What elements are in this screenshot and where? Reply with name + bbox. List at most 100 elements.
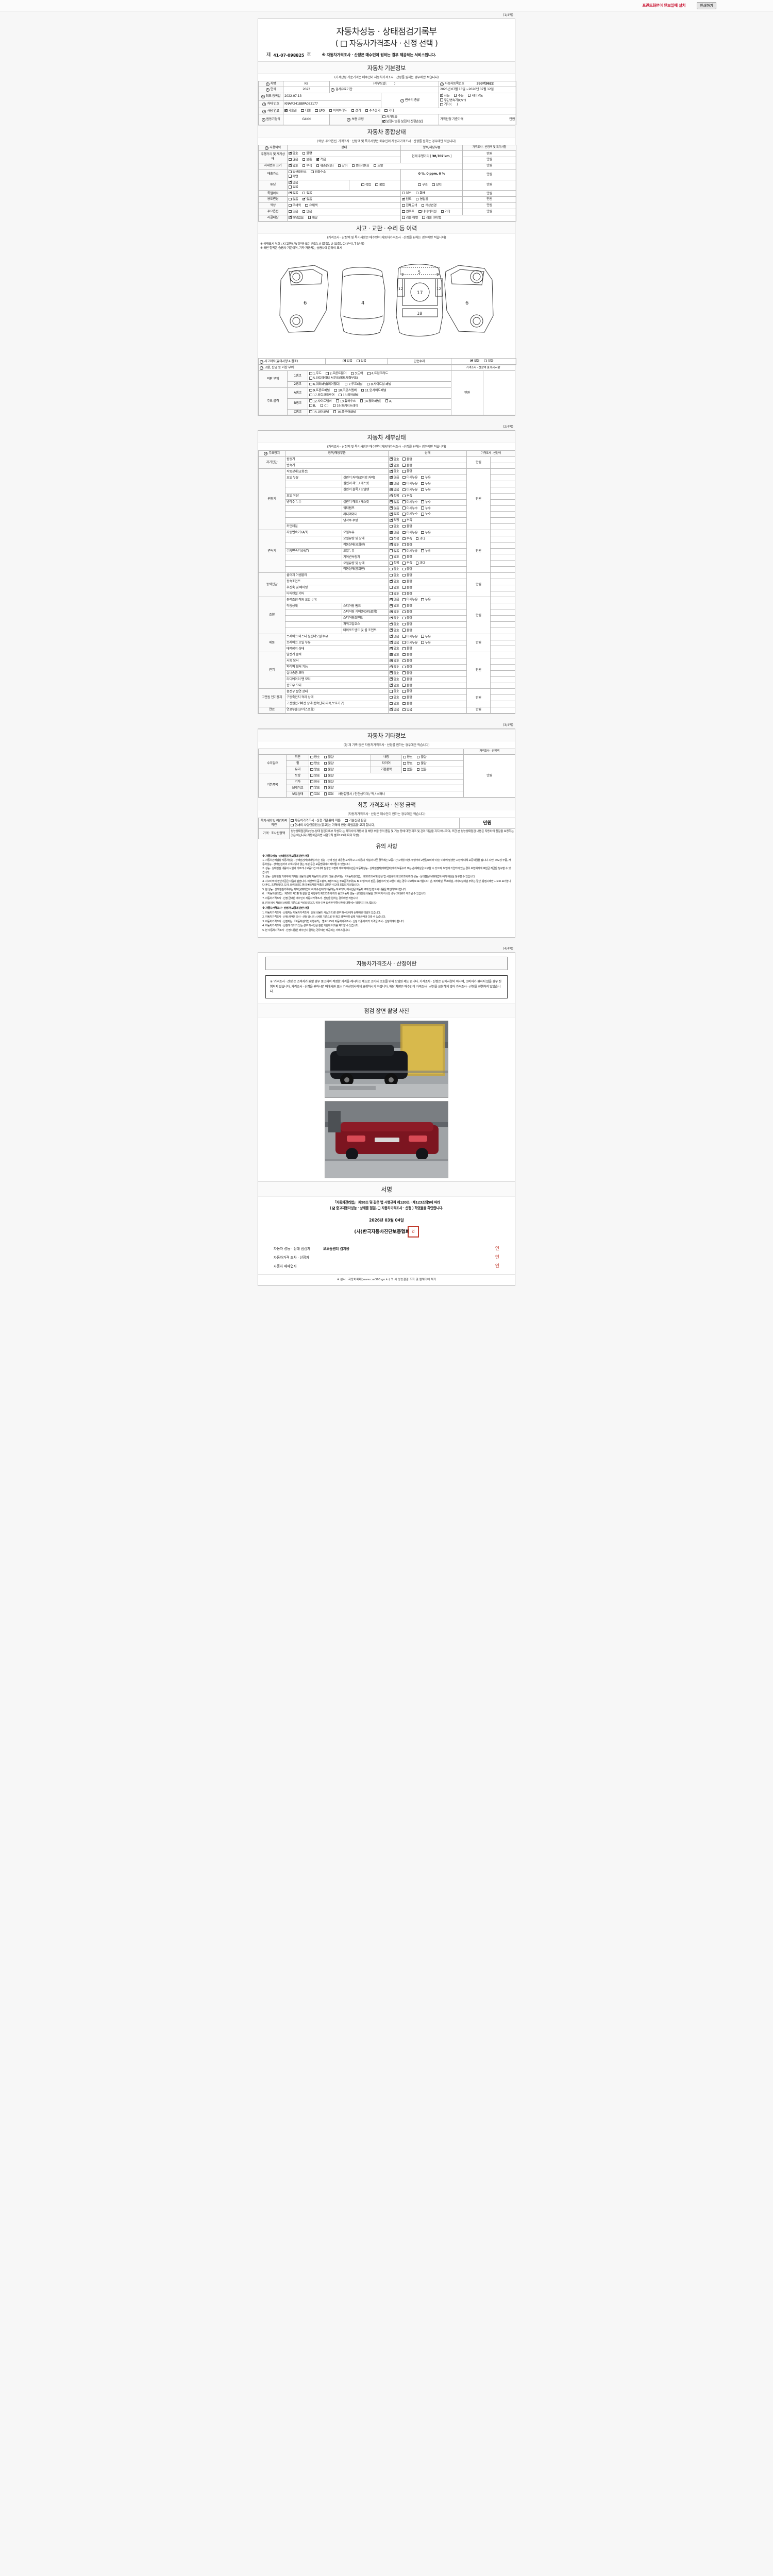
mileage-good[interactable]: 양호	[289, 151, 298, 156]
part-14-pillar-panel[interactable]: 14.필러패널(	[360, 399, 381, 404]
checkbox-icon[interactable]	[390, 549, 393, 552]
signature-check-inspect[interactable]	[332, 1206, 335, 1211]
vin-good[interactable]: 양호	[289, 163, 298, 168]
checkbox-icon[interactable]	[415, 537, 419, 540]
detail-option-0[interactable]: 없음	[390, 475, 399, 480]
final-opt-2[interactable]: 현재의 차량인증정보(중고)는 가격에 반영 되었음을 고지 합니다.	[291, 823, 375, 828]
checkbox-icon[interactable]	[402, 671, 406, 674]
signature-check-price[interactable]	[377, 1207, 381, 1210]
checkbox-icon[interactable]	[421, 641, 424, 644]
emission-co[interactable]: 일산화탄소	[289, 170, 307, 175]
checkbox-icon[interactable]	[402, 457, 406, 461]
checkbox-icon[interactable]	[421, 482, 424, 485]
detail-option-1[interactable]: 미세누수	[402, 500, 418, 505]
outer-good[interactable]: 양호	[310, 755, 320, 760]
glass-bad[interactable]: 불량	[324, 768, 334, 772]
tuning-illegal[interactable]: 불법	[375, 183, 385, 188]
tuning-none[interactable]: 없음	[289, 180, 298, 185]
checkbox-icon[interactable]	[390, 690, 393, 693]
accident-none[interactable]: 없음	[343, 359, 352, 364]
checkbox-icon[interactable]	[402, 494, 406, 498]
checkbox-icon[interactable]	[402, 549, 406, 552]
detail-option-1[interactable]: 미세누유	[402, 598, 418, 602]
part-6-quarter-panel[interactable]: 6.쿼터패널(리어휀다)	[309, 382, 340, 387]
checkbox-icon[interactable]	[390, 665, 393, 669]
checkbox-icon[interactable]	[402, 476, 406, 479]
checkbox-icon[interactable]	[390, 597, 393, 602]
part-3-door[interactable]: 3.도어	[350, 371, 363, 376]
detail-option-0[interactable]: 없음	[390, 512, 399, 517]
checkbox-icon[interactable]	[402, 519, 406, 522]
vin-damage[interactable]: 훼손(오손)	[316, 164, 334, 168]
detail-option-1[interactable]: 불량	[402, 671, 412, 676]
detail-option-2[interactable]: 누유	[421, 476, 431, 480]
detail-option-0[interactable]: 없음	[390, 707, 399, 713]
checkbox-icon[interactable]	[390, 518, 393, 522]
part-19-package-tray[interactable]: 19.패키지트레이	[332, 404, 358, 409]
checkbox-icon[interactable]	[402, 464, 406, 467]
usechange-yes[interactable]: 있음	[302, 197, 312, 202]
checkbox-icon[interactable]	[390, 505, 393, 510]
tuning-device[interactable]: 장치	[432, 183, 442, 188]
detail-option-0[interactable]: 양호	[390, 689, 399, 694]
part-14-pillar-b[interactable]: B,	[309, 404, 316, 409]
detail-option-0[interactable]: 양호	[390, 646, 399, 651]
color-chromatic[interactable]: 유채색	[305, 204, 317, 208]
checkbox-icon[interactable]	[402, 677, 406, 681]
detail-option-1[interactable]: 부족	[402, 537, 412, 541]
checkbox-icon[interactable]	[402, 470, 406, 473]
vin-different[interactable]: 상이	[338, 164, 348, 168]
detail-option-0[interactable]: 양호	[390, 665, 399, 670]
basic-item-none[interactable]: 없음	[403, 768, 413, 772]
detail-option-1[interactable]: 부족	[402, 494, 412, 499]
recall-applicable[interactable]: 해당	[308, 216, 317, 221]
color-fullpaint[interactable]: 전체도색	[402, 204, 417, 208]
detail-option-2[interactable]: 누유	[421, 549, 431, 554]
detail-option-0[interactable]: 없음	[390, 597, 399, 602]
vin-corrosion[interactable]: 부식	[302, 164, 312, 168]
checkbox-icon[interactable]	[390, 469, 393, 473]
checkbox-icon[interactable]	[390, 616, 393, 620]
detail-option-1[interactable]: 불량	[402, 524, 412, 529]
interior-bad[interactable]: 불량	[416, 755, 427, 760]
usechange-rent[interactable]: 렌트	[402, 197, 412, 202]
checkbox-icon[interactable]	[421, 531, 424, 534]
mileage-many[interactable]: 많음	[289, 158, 298, 162]
accident-yes[interactable]: 있음	[357, 359, 366, 364]
print-button[interactable]: 인쇄하기	[697, 2, 716, 9]
wheel-bad[interactable]: 불량	[324, 761, 334, 766]
detail-option-0[interactable]: 없음	[390, 530, 399, 535]
detail-option-1[interactable]: 불량	[402, 616, 412, 621]
detail-option-1[interactable]: 미세누유	[402, 549, 418, 554]
blank-bad[interactable]: 불량	[324, 774, 334, 778]
part-14-pillar-c[interactable]: C )	[320, 404, 328, 409]
checkbox-icon[interactable]	[402, 531, 406, 534]
checkbox-icon[interactable]	[415, 562, 419, 565]
detail-option-1[interactable]: 불량	[402, 647, 412, 651]
checkbox-icon[interactable]	[390, 634, 393, 638]
part-9-front-panel[interactable]: 9.프론트패널	[309, 388, 330, 393]
checkbox-icon[interactable]	[421, 476, 424, 479]
tire-good[interactable]: 양호	[403, 761, 413, 766]
detail-option-0[interactable]: 양호	[390, 628, 399, 633]
mileage-bad[interactable]: 불량	[302, 151, 312, 156]
checkbox-icon[interactable]	[390, 609, 393, 614]
detail-option-1[interactable]: 불량	[402, 586, 412, 590]
detail-option-0[interactable]: 양호	[390, 592, 399, 597]
options-yes[interactable]: 있음	[289, 210, 298, 214]
etc-bad[interactable]: 불량	[324, 780, 334, 785]
detail-option-1[interactable]: 미세누수	[402, 506, 418, 511]
checkbox-icon[interactable]	[402, 482, 406, 485]
detail-option-1[interactable]: 불량	[402, 567, 412, 572]
detail-option-2[interactable]: 누유	[421, 488, 431, 493]
detail-option-0[interactable]: 양호	[390, 658, 399, 664]
detail-option-1[interactable]: 불량	[402, 622, 412, 627]
wheel-good[interactable]: 양호	[310, 761, 320, 766]
fuel-opt-5[interactable]: 수소전기	[365, 109, 380, 113]
checkbox-icon[interactable]	[402, 500, 406, 503]
tuning-yes[interactable]: 있음	[289, 185, 298, 190]
trans-opt-0[interactable]: 자동	[440, 93, 450, 98]
detail-option-0[interactable]: 양호	[390, 456, 399, 462]
basic-item-yes[interactable]: 있음	[416, 768, 427, 772]
detail-option-0[interactable]: 양호	[390, 616, 399, 621]
